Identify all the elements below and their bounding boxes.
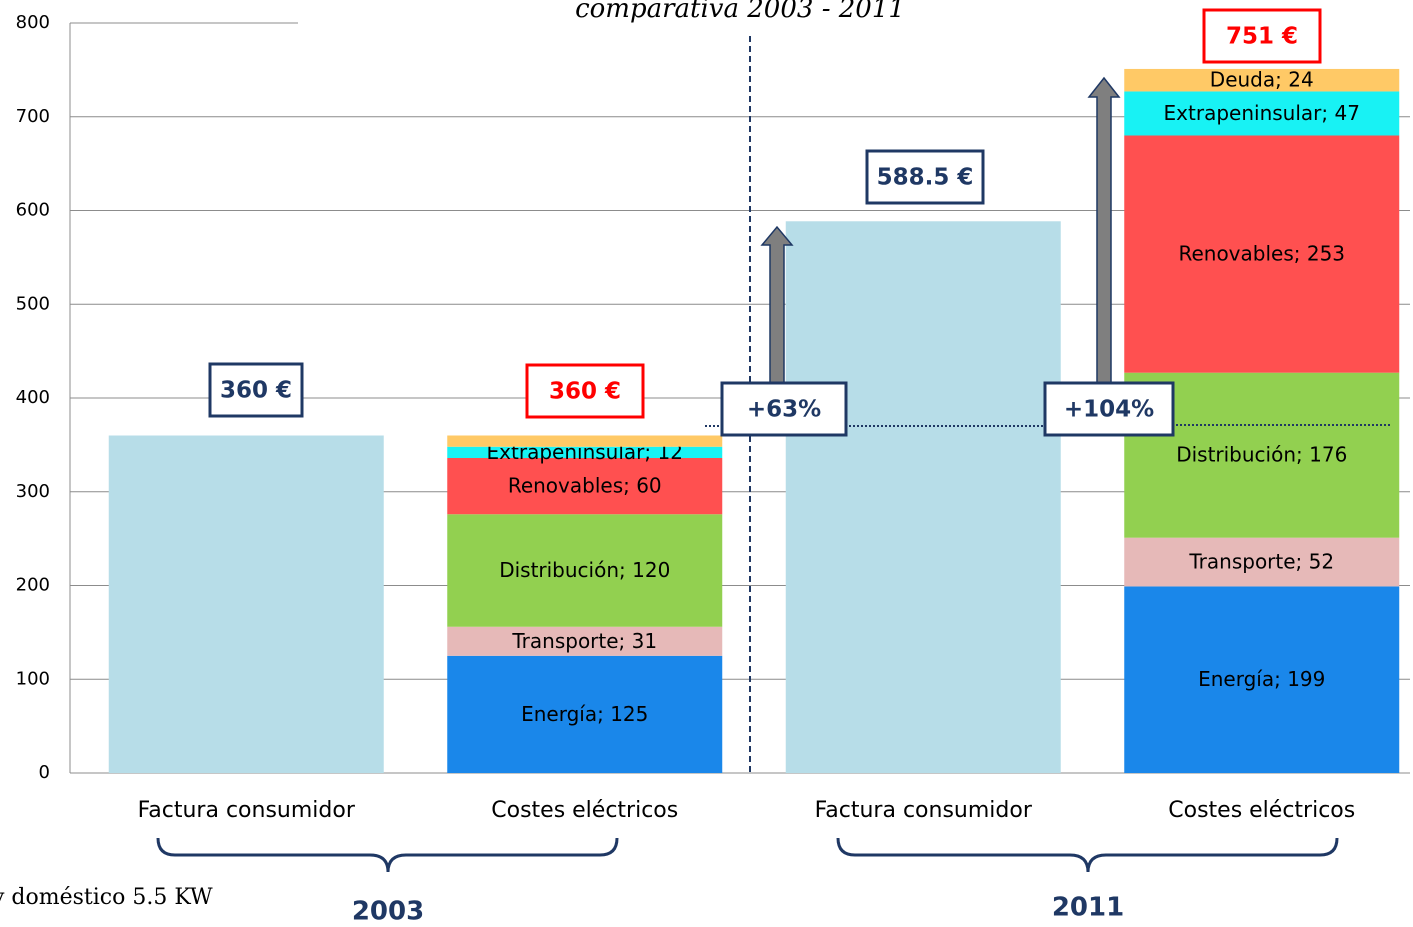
data-label: Deuda; 24 xyxy=(1210,68,1314,92)
annotation-box xyxy=(865,149,985,205)
bar-segment xyxy=(108,435,384,773)
x-tick-label: Factura consumidor xyxy=(815,798,1033,823)
data-label: Energía; 125 xyxy=(521,702,648,726)
data-label: Energía; 199 xyxy=(1198,667,1325,691)
bar-segment xyxy=(447,446,723,458)
bar-segment xyxy=(447,435,723,447)
data-label: Renovables; 60 xyxy=(508,474,662,498)
bar-segment xyxy=(447,514,723,627)
bars: Energía; 125 Transporte; 31 Distribución; … xyxy=(108,68,1400,773)
brace xyxy=(156,837,619,873)
y-tick-label: 100 xyxy=(16,668,50,689)
note: y doméstico 5.5 KW xyxy=(0,885,213,910)
x-tick-label: Costes eléctricos xyxy=(491,798,678,823)
annotation: +104% xyxy=(1064,397,1154,423)
arrow xyxy=(760,225,794,406)
x-tick-label: Factura consumidor xyxy=(138,798,356,823)
arrow xyxy=(1087,76,1121,406)
data-label: Transporte; 31 xyxy=(511,629,657,653)
annotation-box xyxy=(1043,381,1175,437)
annotation-box xyxy=(208,362,304,418)
annotation-box xyxy=(525,363,645,419)
group-label: 2011 xyxy=(1052,893,1124,923)
data-label: Renovables; 253 xyxy=(1178,242,1345,266)
x-tick-label: Costes eléctricos xyxy=(1168,798,1355,823)
annotation-box xyxy=(1202,8,1322,64)
y-tick-label: 400 xyxy=(16,387,50,408)
y-tick-label: 500 xyxy=(16,293,50,314)
bar-segment xyxy=(447,655,723,773)
y-tick-label: 0 xyxy=(39,762,50,783)
annotation: 360 € xyxy=(220,378,292,404)
bar-segment xyxy=(1124,586,1400,773)
y-tick-label: 300 xyxy=(16,481,50,502)
y-tick-label: 800 xyxy=(16,12,50,33)
bar-segment xyxy=(447,458,723,515)
bar-segment xyxy=(1124,91,1400,136)
bar-segment xyxy=(447,626,723,656)
bar-segment xyxy=(785,221,1061,773)
brace xyxy=(836,837,1339,873)
y-tick-label: 200 xyxy=(16,575,50,596)
chart-title: comparativa 2003 - 2011 xyxy=(575,0,905,24)
annotation: 751 € xyxy=(1226,24,1298,50)
bar-segment xyxy=(1124,135,1400,373)
annotation: 360 € xyxy=(549,379,621,405)
y-tick-label: 700 xyxy=(16,106,50,127)
data-label: Extrapeninsular; 47 xyxy=(1164,101,1360,125)
annotation-box xyxy=(720,381,848,437)
annotation: 588.5 € xyxy=(877,165,974,191)
data-label: Distribución; 120 xyxy=(499,558,670,582)
data-label: Distribución; 176 xyxy=(1176,443,1347,467)
group-label: 2003 xyxy=(352,897,424,927)
bar-segment xyxy=(1124,68,1400,92)
bar-segment xyxy=(1124,537,1400,587)
data-label: Transporte; 52 xyxy=(1188,550,1334,574)
y-tick-label: 600 xyxy=(16,200,50,221)
annotation: +63% xyxy=(747,397,821,423)
